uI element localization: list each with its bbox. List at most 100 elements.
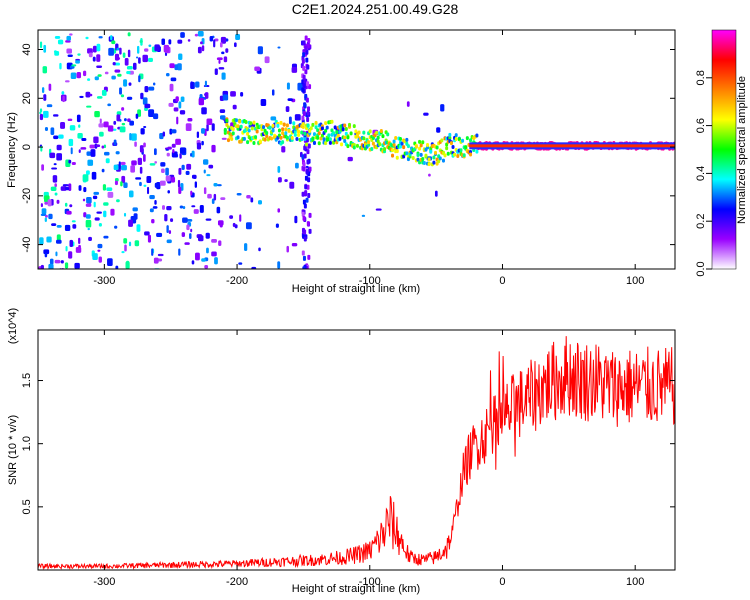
colorbar: 0.0 0.2 0.4 0.6 0.8 Normalized spectral ampl… xyxy=(695,29,748,277)
spectrogram-noise-cell xyxy=(68,159,72,164)
spectrogram-noise-cell xyxy=(281,146,286,153)
spectrogram-ridge-cell xyxy=(418,139,422,144)
spectrogram-ridge-cell xyxy=(352,124,356,129)
spectrogram-noise-cell xyxy=(117,73,122,77)
spectrogram-ridge-cell xyxy=(312,132,316,137)
spectrogram-stripe-cell xyxy=(307,143,311,149)
spectrogram-noise-cell xyxy=(113,139,117,146)
spectrogram-noise-cell xyxy=(214,68,218,75)
spectrogram-noise-cell xyxy=(39,237,44,245)
spectrogram-ridge-cell xyxy=(419,143,423,148)
spectrogram-noise-cell xyxy=(213,39,216,48)
spectrogram-noise-cell xyxy=(65,187,70,191)
spectrogram-noise-cell xyxy=(205,232,210,239)
spectrogram-noise-cell xyxy=(232,104,237,110)
spectrogram-noise-cell xyxy=(201,258,206,262)
spectrogram-noise-cell xyxy=(43,110,49,118)
spectrogram-stripe-cell xyxy=(301,115,305,121)
spectrogram-noise-cell xyxy=(196,131,200,138)
spectrogram-ridge-cell xyxy=(319,136,323,141)
spectrogram-ridge-cell xyxy=(281,127,285,132)
spectrogram-noise-cell xyxy=(56,144,62,151)
spectrogram-ridge-cell xyxy=(246,140,250,145)
spectrogram-ridge-cell xyxy=(392,142,396,147)
spectrogram-noise-cell xyxy=(115,151,120,155)
spectrogram-stripe-cell xyxy=(303,236,307,242)
spectrogram-ridge-cell xyxy=(355,143,359,148)
spectrogram-noise-cell xyxy=(40,213,47,216)
spectrogram-noise-cell xyxy=(291,243,298,247)
spectrogram-noise-cell xyxy=(159,180,166,186)
spectrogram-ridge-cell xyxy=(426,143,430,148)
spectrogram-noise-cell xyxy=(118,161,121,170)
spectrogram-noise-cell xyxy=(93,136,99,144)
spectrogram-noise-cell xyxy=(179,205,184,209)
spectrogram-noise-cell xyxy=(86,105,92,108)
spectrogram-ridge-cell xyxy=(378,142,382,147)
spectrogram-ridge-cell xyxy=(301,122,305,127)
spectrogram-stripe-cell xyxy=(302,166,306,172)
spectrogram-ridge-cell xyxy=(438,156,442,161)
spectrogram-noise-cell xyxy=(59,62,62,70)
spectrogram-noise-cell xyxy=(198,97,205,106)
spectrogram-ridge-cell xyxy=(322,137,326,142)
snr-x-tick-label: -100 xyxy=(359,576,381,588)
spectrogram-noise-cell xyxy=(177,63,182,71)
spectrogram-noise-cell xyxy=(179,153,182,159)
spectrogram-ridge-cell xyxy=(314,120,318,125)
spectrogram-stripe-cell xyxy=(308,212,312,218)
spectrogram-ridge-cell xyxy=(239,124,243,129)
spectrogram-noise-cell xyxy=(121,175,126,184)
spectrogram-ridge-cell xyxy=(461,138,465,143)
spectrogram-noise-cell xyxy=(206,118,213,125)
spectrogram-noise-cell xyxy=(94,76,99,81)
spectrogram-noise-cell xyxy=(91,171,97,180)
spectrogram-noise-cell xyxy=(186,219,193,222)
spectrogram-noise-cell xyxy=(138,57,141,64)
spectrogram-noise-cell xyxy=(121,122,126,126)
spectrogram-noise-cell xyxy=(74,262,80,269)
spectrogram-noise-cell xyxy=(124,244,127,252)
spectrogram-noise-cell xyxy=(143,184,147,187)
spectrogram-noise-cell xyxy=(50,127,55,135)
spectrogram-noise-cell xyxy=(95,144,101,148)
spectrogram-noise-cell xyxy=(140,128,145,135)
snr-x-tick-label: -300 xyxy=(93,576,115,588)
spectrogram-noise-cell xyxy=(80,147,87,150)
spectrogram-noise-cell xyxy=(275,223,279,228)
spectrogram-ridge-cell xyxy=(332,131,336,136)
spectrogram-noise-cell xyxy=(113,120,117,125)
spectrogram-noise-cell xyxy=(260,99,267,106)
spectrogram-noise-cell xyxy=(64,202,68,207)
spectrogram-noise-cell xyxy=(107,125,114,132)
spectrogram-noise-cell xyxy=(277,46,281,49)
spectrogram-noise-cell xyxy=(64,262,69,269)
spectrogram-noise-cell xyxy=(69,239,74,247)
spectrogram-noise-cell xyxy=(288,116,292,125)
spectrogram-noise-cell xyxy=(51,167,58,170)
spectrogram-noise-cell xyxy=(47,199,52,207)
spectrogram-ridge-cell xyxy=(234,118,238,123)
spectrogram-noise-cell xyxy=(153,113,159,120)
spectrogram-stripe-cell xyxy=(301,58,305,64)
spectrogram-ridge-cell xyxy=(352,145,356,150)
spectrogram-ridge-cell xyxy=(263,137,267,142)
spectrogram-noise-cell xyxy=(92,45,97,53)
spectrogram-noise-cell xyxy=(126,260,130,269)
spectrogram-noise-cell xyxy=(124,118,127,122)
spectrogram-ridge-cell xyxy=(262,125,266,130)
spectrogram-noise-cell xyxy=(94,110,100,118)
spectrogram-noise-cell xyxy=(191,205,196,208)
spectrogram-noise-cell xyxy=(152,82,156,86)
spectrogram-noise-cell xyxy=(185,123,192,132)
spectrogram-ridge-cell xyxy=(236,124,240,129)
spectrogram-ridge-cell xyxy=(392,139,396,144)
colorbar-label: Normalized spectral amplitude xyxy=(736,76,748,224)
spectrogram-noise-cell xyxy=(78,124,81,128)
spectrogram-ridge-cell xyxy=(424,153,428,158)
spectrogram-noise-cell xyxy=(68,183,72,191)
spectrogram-stripe-cell xyxy=(306,110,310,116)
spectrogram-noise-cell xyxy=(101,145,105,149)
spectrogram-y-tick-label: 20 xyxy=(21,92,33,104)
spectrogram-noise-cell xyxy=(185,170,190,176)
